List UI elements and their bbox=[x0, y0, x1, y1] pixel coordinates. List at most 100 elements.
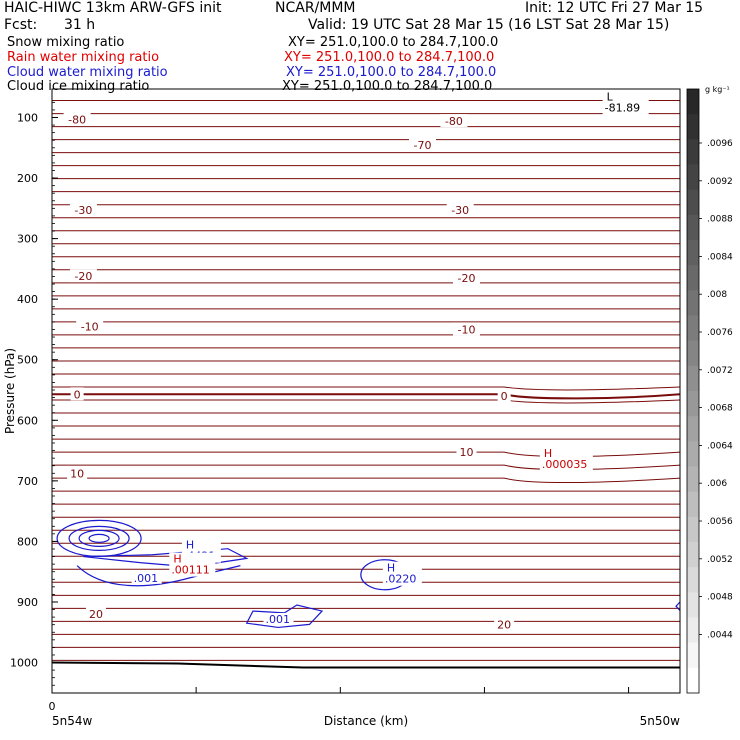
extremum-marker: L bbox=[607, 91, 614, 104]
contour-label-bg bbox=[409, 137, 437, 151]
temperature-contour-line bbox=[51, 229, 680, 232]
extremum-bg bbox=[382, 561, 422, 586]
temperature-contour-label: -80 bbox=[68, 113, 86, 126]
y-tick-label: 800 bbox=[17, 535, 38, 548]
temperature-contour-line bbox=[51, 177, 680, 180]
contour-label-bg bbox=[69, 203, 97, 217]
colorbar-swatch bbox=[687, 416, 699, 442]
colorbar-label: .0064 bbox=[707, 441, 733, 451]
temperature-contour-line bbox=[51, 269, 680, 271]
contour-label-bg bbox=[440, 114, 468, 128]
colorbar-label: .008 bbox=[707, 290, 727, 300]
colorbar-label: .0088 bbox=[707, 215, 733, 225]
y-tick-label: 600 bbox=[17, 414, 38, 427]
colorbar-swatch bbox=[687, 592, 699, 618]
field-name-cloud-water: Cloud water mixing ratio bbox=[7, 65, 168, 80]
cloud-water-contour bbox=[245, 604, 324, 629]
temperature-contour-line bbox=[51, 373, 680, 375]
x-left-location: 5n54w bbox=[52, 714, 93, 728]
field-xy-cloud-ice: XY= 251.0,100.0 to 284.7,100.0 bbox=[282, 79, 493, 94]
temperature-contour-line bbox=[51, 581, 680, 584]
temperature-contour-line bbox=[51, 542, 681, 545]
colorbar-swatch bbox=[687, 214, 699, 241]
temperature-contour-label: -30 bbox=[74, 204, 92, 217]
colorbar-label: .006 bbox=[707, 479, 727, 489]
cloud-label-bg bbox=[263, 612, 294, 625]
init-time: Init: 12 UTC Fri 27 Mar 15 bbox=[525, 0, 704, 16]
temperature-contour-line bbox=[51, 620, 680, 623]
temperature-contour-label: -10 bbox=[457, 323, 475, 336]
contour-label-bg bbox=[67, 466, 88, 480]
temperature-contour-line bbox=[51, 256, 680, 258]
colorbar-label: .0084 bbox=[707, 252, 733, 262]
field-name-cloud-ice: Cloud ice mixing ratio bbox=[7, 79, 150, 94]
temperature-contour-line bbox=[51, 659, 680, 662]
temperature-contour-line bbox=[51, 425, 680, 427]
temperature-contour-line bbox=[51, 646, 680, 649]
field-xy-snow: XY= 251.0,100.0 to 284.7,100.0 bbox=[288, 35, 499, 50]
extremum-value: .0220 bbox=[385, 573, 417, 586]
colorbar-swatch bbox=[687, 164, 699, 191]
temperature-contour-line bbox=[51, 190, 680, 193]
temperature-contour-line bbox=[51, 334, 680, 336]
x-axis-label: Distance (km) bbox=[324, 714, 408, 728]
colorbar-swatch bbox=[687, 567, 699, 593]
cloud-label-bg bbox=[131, 571, 162, 584]
cloud-water-contour bbox=[78, 529, 120, 547]
field-name-snow: Snow mixing ratio bbox=[7, 35, 125, 50]
colorbar-swatch bbox=[687, 89, 699, 115]
y-tick-label: 1000 bbox=[10, 657, 38, 670]
temperature-contour-line bbox=[51, 203, 680, 206]
field-name-rain: Rain water mixing ratio bbox=[7, 50, 160, 65]
temperature-contours bbox=[51, 99, 681, 669]
extremum-value: -81.89 bbox=[605, 102, 640, 115]
colorbar-units: g kg⁻¹ bbox=[705, 85, 730, 94]
temperature-contour-label: 10 bbox=[459, 446, 473, 459]
cloud-water-contour bbox=[83, 548, 249, 568]
contour-label-bg bbox=[446, 203, 474, 217]
extremum-bg bbox=[602, 90, 649, 115]
temperature-contour-line bbox=[51, 529, 680, 532]
temperature-contour-label: 0 bbox=[501, 390, 508, 403]
y-tick-label: 400 bbox=[17, 293, 38, 306]
colorbar-swatch bbox=[687, 290, 699, 316]
temperature-contour-line bbox=[51, 99, 680, 102]
temperature-contour-line bbox=[51, 347, 680, 349]
cloud-water-contours bbox=[56, 519, 681, 629]
temperature-contour-label: 0 bbox=[74, 388, 81, 401]
colorbar-label: .0052 bbox=[707, 555, 733, 565]
temperature-contour-label: -20 bbox=[74, 270, 92, 283]
extremum-marker: H bbox=[173, 553, 181, 566]
field-xy-rain: XY= 251.0,100.0 to 284.7,100.0 bbox=[284, 50, 495, 65]
temperature-contour-line bbox=[51, 151, 680, 154]
temperature-contour-label: -70 bbox=[414, 139, 432, 152]
temperature-contour-label: -10 bbox=[81, 320, 99, 333]
temperature-contour-line bbox=[51, 282, 680, 284]
y-tick-label: 100 bbox=[17, 112, 38, 125]
colorbar-frame bbox=[686, 88, 700, 694]
extremum-bg bbox=[539, 447, 593, 472]
colorbar: .0096 .0092 .0088 .0084 .008 .0076 .0072 .0068.… bbox=[686, 88, 733, 694]
temperature-contour-line bbox=[51, 594, 680, 597]
y-tick-label: 900 bbox=[17, 596, 38, 609]
contour-label-bg bbox=[70, 387, 84, 401]
temperature-contour-line bbox=[51, 138, 680, 141]
field-xy-cloud-water: XY= 251.0,100.0 to 284.7,100.0 bbox=[286, 65, 497, 80]
colorbar-label: .0044 bbox=[707, 630, 733, 640]
temperature-contour-label: -20 bbox=[457, 272, 475, 285]
colorbar-label: .0068 bbox=[707, 404, 733, 414]
temperature-contour-label: -30 bbox=[451, 204, 469, 217]
extremum-marker: H bbox=[186, 539, 194, 552]
colorbar-label: .0096 bbox=[707, 139, 733, 149]
temperature-contour-line bbox=[51, 477, 681, 484]
temperature-contour-line bbox=[51, 360, 680, 362]
temperature-contour-line bbox=[51, 516, 680, 518]
colorbar-label: .0076 bbox=[707, 328, 733, 338]
temperature-contour-line bbox=[51, 164, 680, 167]
colorbar-swatch bbox=[687, 542, 699, 568]
extremum-bg bbox=[169, 552, 216, 577]
colorbar-label: .0048 bbox=[707, 593, 733, 603]
temperature-contour-line bbox=[51, 438, 680, 440]
colorbar-swatch bbox=[687, 114, 699, 140]
temperature-contour-label: 20 bbox=[497, 618, 511, 631]
